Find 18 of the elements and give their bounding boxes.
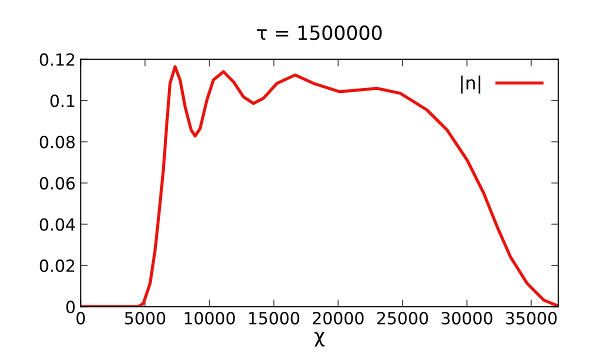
x-axis-title: χ <box>314 332 325 347</box>
y-tick-label: 0.12 <box>40 53 74 66</box>
y-tick-label: 0 <box>66 300 75 314</box>
y-tick-label: 0.02 <box>40 259 74 272</box>
x-tick-label: 5000 <box>125 312 166 324</box>
x-tick-label: 20000 <box>312 312 364 324</box>
y-tick-label: 0.06 <box>40 176 75 190</box>
x-tick-label: 35000 <box>506 312 557 324</box>
x-tick-label: 0 <box>76 312 85 324</box>
y-tick-label: 0.08 <box>40 136 75 148</box>
legend-label: |n| <box>461 76 480 94</box>
chart-title: τ = 1500000 <box>256 25 382 40</box>
y-tick-label: 0.1 <box>50 94 74 108</box>
x-tick-label: 25000 <box>377 312 428 324</box>
x-tick-label: 10000 <box>184 312 235 324</box>
y-tick-label: 0.04 <box>40 218 75 231</box>
x-tick-label: 15000 <box>249 312 300 324</box>
x-tick-label: 30000 <box>442 312 492 324</box>
